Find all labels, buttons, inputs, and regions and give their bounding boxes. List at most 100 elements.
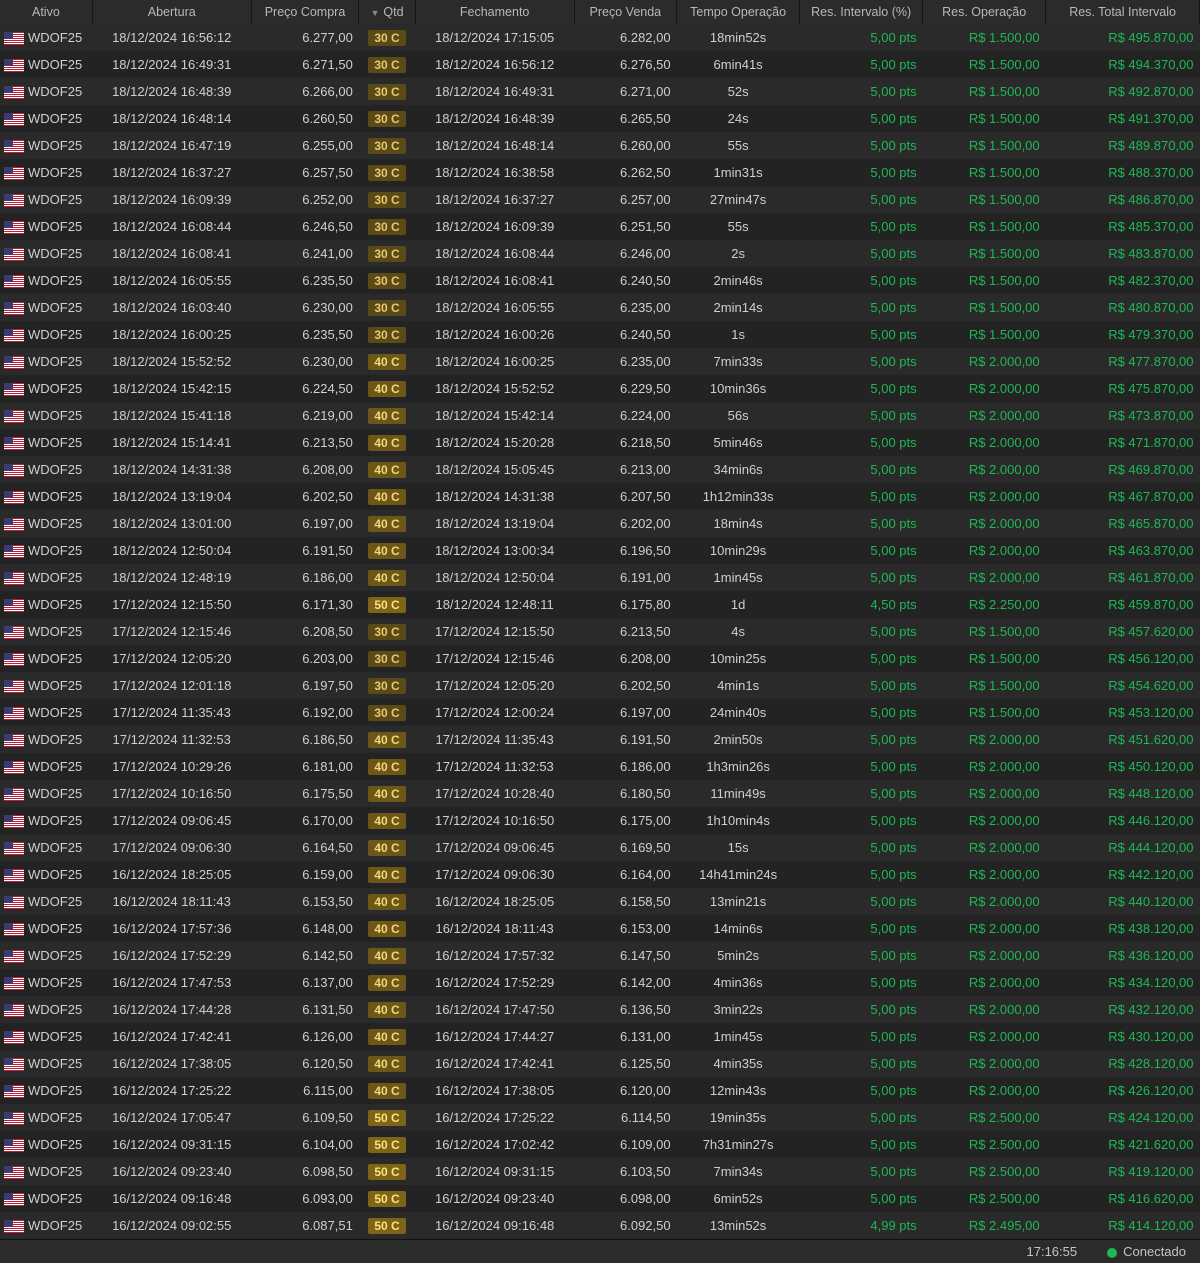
- table-row[interactable]: WDOF2516/12/2024 17:44:286.131,5040 C16/…: [0, 996, 1200, 1023]
- table-row[interactable]: WDOF2517/12/2024 12:15:466.208,5030 C17/…: [0, 618, 1200, 645]
- table-row[interactable]: WDOF2516/12/2024 09:23:406.098,5050 C16/…: [0, 1158, 1200, 1185]
- cell-preco-compra: 6.093,00: [251, 1185, 359, 1212]
- cell-preco-compra: 6.208,50: [251, 618, 359, 645]
- table-row[interactable]: WDOF2517/12/2024 10:29:266.181,0040 C17/…: [0, 753, 1200, 780]
- table-row[interactable]: WDOF2517/12/2024 12:05:206.203,0030 C17/…: [0, 645, 1200, 672]
- table-row[interactable]: WDOF2516/12/2024 09:16:486.093,0050 C16/…: [0, 1185, 1200, 1212]
- qtd-badge: 40 C: [368, 894, 406, 910]
- table-row[interactable]: WDOF2516/12/2024 17:42:416.126,0040 C16/…: [0, 1023, 1200, 1050]
- cell-res-operacao: R$ 2.000,00: [923, 753, 1046, 780]
- col-header-ativo[interactable]: Ativo: [0, 0, 92, 24]
- us-flag-icon: [4, 113, 24, 126]
- table-row[interactable]: WDOF2518/12/2024 12:48:196.186,0040 C18/…: [0, 564, 1200, 591]
- cell-abertura: 16/12/2024 09:16:48: [92, 1185, 251, 1212]
- table-row[interactable]: WDOF2518/12/2024 13:01:006.197,0040 C18/…: [0, 510, 1200, 537]
- table-row[interactable]: WDOF2516/12/2024 18:11:436.153,5040 C16/…: [0, 888, 1200, 915]
- cell-abertura: 16/12/2024 17:05:47: [92, 1104, 251, 1131]
- col-header-qtd[interactable]: ▼Qtd: [359, 0, 415, 24]
- table-row[interactable]: WDOF2517/12/2024 10:16:506.175,5040 C17/…: [0, 780, 1200, 807]
- cell-res-intervalo: 4,50 pts: [800, 591, 923, 618]
- cell-preco-compra: 6.159,00: [251, 861, 359, 888]
- col-header-abertura[interactable]: Abertura: [92, 0, 251, 24]
- table-row[interactable]: WDOF2518/12/2024 15:42:156.224,5040 C18/…: [0, 375, 1200, 402]
- cell-preco-compra: 6.255,00: [251, 132, 359, 159]
- cell-res-total: R$ 436.120,00: [1046, 942, 1200, 969]
- qtd-badge: 30 C: [368, 219, 406, 235]
- cell-preco-compra: 6.109,50: [251, 1104, 359, 1131]
- table-row[interactable]: WDOF2516/12/2024 17:57:366.148,0040 C16/…: [0, 915, 1200, 942]
- table-row[interactable]: WDOF2516/12/2024 17:47:536.137,0040 C16/…: [0, 969, 1200, 996]
- cell-fechamento: 18/12/2024 12:48:11: [415, 591, 574, 618]
- cell-res-intervalo: 5,00 pts: [800, 834, 923, 861]
- table-row[interactable]: WDOF2518/12/2024 16:37:276.257,5030 C18/…: [0, 159, 1200, 186]
- table-row[interactable]: WDOF2517/12/2024 12:15:506.171,3050 C18/…: [0, 591, 1200, 618]
- cell-res-operacao: R$ 1.500,00: [923, 78, 1046, 105]
- table-row[interactable]: WDOF2518/12/2024 16:08:446.246,5030 C18/…: [0, 213, 1200, 240]
- table-row[interactable]: WDOF2516/12/2024 18:25:056.159,0040 C17/…: [0, 861, 1200, 888]
- col-header-fechamento[interactable]: Fechamento: [415, 0, 574, 24]
- cell-res-operacao: R$ 2.500,00: [923, 1158, 1046, 1185]
- table-row[interactable]: WDOF2518/12/2024 12:50:046.191,5040 C18/…: [0, 537, 1200, 564]
- table-row[interactable]: WDOF2518/12/2024 16:49:316.271,5030 C18/…: [0, 51, 1200, 78]
- table-row[interactable]: WDOF2517/12/2024 09:06:456.170,0040 C17/…: [0, 807, 1200, 834]
- cell-res-operacao: R$ 2.000,00: [923, 834, 1046, 861]
- table-row[interactable]: WDOF2517/12/2024 11:35:436.192,0030 C17/…: [0, 699, 1200, 726]
- col-header-tempo[interactable]: Tempo Operação: [677, 0, 800, 24]
- us-flag-icon: [4, 734, 24, 747]
- table-row[interactable]: WDOF2518/12/2024 16:48:396.266,0030 C18/…: [0, 78, 1200, 105]
- us-flag-icon: [4, 761, 24, 774]
- cell-preco-venda: 6.257,00: [574, 186, 677, 213]
- cell-preco-compra: 6.224,50: [251, 375, 359, 402]
- qtd-badge: 30 C: [368, 678, 406, 694]
- qtd-badge: 50 C: [368, 597, 406, 613]
- cell-qtd: 30 C: [359, 159, 415, 186]
- cell-preco-venda: 6.142,00: [574, 969, 677, 996]
- table-row[interactable]: WDOF2516/12/2024 17:05:476.109,5050 C16/…: [0, 1104, 1200, 1131]
- cell-tempo: 15s: [677, 834, 800, 861]
- table-row[interactable]: WDOF2518/12/2024 16:03:406.230,0030 C18/…: [0, 294, 1200, 321]
- table-row[interactable]: WDOF2518/12/2024 15:41:186.219,0040 C18/…: [0, 402, 1200, 429]
- table-row[interactable]: WDOF2518/12/2024 16:47:196.255,0030 C18/…: [0, 132, 1200, 159]
- table-row[interactable]: WDOF2518/12/2024 13:19:046.202,5040 C18/…: [0, 483, 1200, 510]
- cell-tempo: 1d: [677, 591, 800, 618]
- table-row[interactable]: WDOF2518/12/2024 15:14:416.213,5040 C18/…: [0, 429, 1200, 456]
- cell-res-intervalo: 5,00 pts: [800, 942, 923, 969]
- cell-tempo: 1h3min26s: [677, 753, 800, 780]
- cell-preco-venda: 6.191,00: [574, 564, 677, 591]
- qtd-badge: 30 C: [368, 111, 406, 127]
- table-row[interactable]: WDOF2518/12/2024 16:48:146.260,5030 C18/…: [0, 105, 1200, 132]
- table-row[interactable]: WDOF2516/12/2024 17:38:056.120,5040 C16/…: [0, 1050, 1200, 1077]
- col-header-preco_venda[interactable]: Preço Venda: [574, 0, 677, 24]
- table-row[interactable]: WDOF2517/12/2024 11:32:536.186,5040 C17/…: [0, 726, 1200, 753]
- cell-fechamento: 16/12/2024 17:42:41: [415, 1050, 574, 1077]
- table-row[interactable]: WDOF2517/12/2024 12:01:186.197,5030 C17/…: [0, 672, 1200, 699]
- table-row[interactable]: WDOF2518/12/2024 16:05:556.235,5030 C18/…: [0, 267, 1200, 294]
- table-row[interactable]: WDOF2516/12/2024 09:02:556.087,5150 C16/…: [0, 1212, 1200, 1239]
- table-row[interactable]: WDOF2518/12/2024 15:52:526.230,0040 C18/…: [0, 348, 1200, 375]
- table-row[interactable]: WDOF2516/12/2024 17:25:226.115,0040 C16/…: [0, 1077, 1200, 1104]
- table-row[interactable]: WDOF2518/12/2024 14:31:386.208,0040 C18/…: [0, 456, 1200, 483]
- table-row[interactable]: WDOF2516/12/2024 17:52:296.142,5040 C16/…: [0, 942, 1200, 969]
- table-row[interactable]: WDOF2518/12/2024 16:56:126.277,0030 C18/…: [0, 24, 1200, 51]
- cell-qtd: 40 C: [359, 1050, 415, 1077]
- cell-res-intervalo: 5,00 pts: [800, 51, 923, 78]
- col-header-res_op[interactable]: Res. Operação: [923, 0, 1046, 24]
- table-row[interactable]: WDOF2516/12/2024 09:31:156.104,0050 C16/…: [0, 1131, 1200, 1158]
- cell-fechamento: 18/12/2024 16:48:39: [415, 105, 574, 132]
- table-row[interactable]: WDOF2518/12/2024 16:09:396.252,0030 C18/…: [0, 186, 1200, 213]
- table-row[interactable]: WDOF2517/12/2024 09:06:306.164,5040 C17/…: [0, 834, 1200, 861]
- cell-abertura: 18/12/2024 16:49:31: [92, 51, 251, 78]
- cell-qtd: 30 C: [359, 321, 415, 348]
- cell-res-total: R$ 467.870,00: [1046, 483, 1200, 510]
- col-header-res_tot[interactable]: Res. Total Intervalo: [1046, 0, 1200, 24]
- cell-abertura: 16/12/2024 17:52:29: [92, 942, 251, 969]
- col-header-res_int[interactable]: Res. Intervalo (%): [800, 0, 923, 24]
- table-row[interactable]: WDOF2518/12/2024 16:00:256.235,5030 C18/…: [0, 321, 1200, 348]
- cell-abertura: 16/12/2024 17:57:36: [92, 915, 251, 942]
- cell-abertura: 17/12/2024 10:16:50: [92, 780, 251, 807]
- cell-preco-compra: 6.277,00: [251, 24, 359, 51]
- col-header-preco_compra[interactable]: Preço Compra: [251, 0, 359, 24]
- table-row[interactable]: WDOF2518/12/2024 16:08:416.241,0030 C18/…: [0, 240, 1200, 267]
- cell-fechamento: 18/12/2024 15:52:52: [415, 375, 574, 402]
- cell-fechamento: 16/12/2024 17:47:50: [415, 996, 574, 1023]
